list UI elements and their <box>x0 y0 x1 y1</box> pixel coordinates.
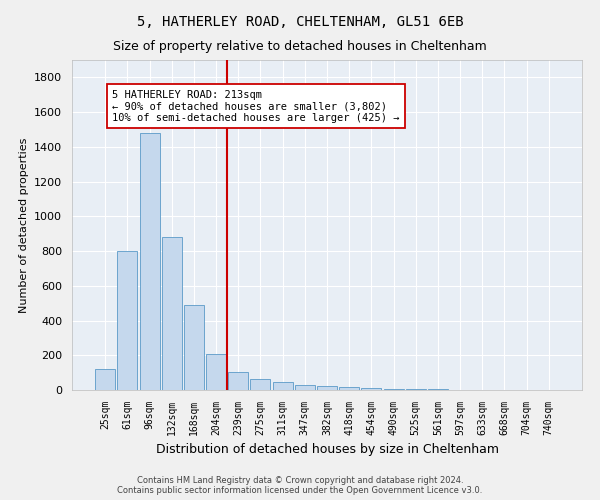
Bar <box>361 388 382 390</box>
Bar <box>118 251 137 390</box>
Bar <box>272 382 293 390</box>
Bar <box>339 386 359 390</box>
X-axis label: Distribution of detached houses by size in Cheltenham: Distribution of detached houses by size … <box>155 444 499 456</box>
Bar <box>295 385 315 390</box>
Bar <box>162 237 182 390</box>
Text: Contains HM Land Registry data © Crown copyright and database right 2024.
Contai: Contains HM Land Registry data © Crown c… <box>118 476 482 495</box>
Text: 5, HATHERLEY ROAD, CHELTENHAM, GL51 6EB: 5, HATHERLEY ROAD, CHELTENHAM, GL51 6EB <box>137 15 463 29</box>
Bar <box>95 369 115 390</box>
Bar <box>228 372 248 390</box>
Bar <box>184 305 204 390</box>
Text: Size of property relative to detached houses in Cheltenham: Size of property relative to detached ho… <box>113 40 487 53</box>
Bar <box>317 386 337 390</box>
Bar <box>140 133 160 390</box>
Y-axis label: Number of detached properties: Number of detached properties <box>19 138 29 312</box>
Bar <box>406 389 426 390</box>
Bar <box>383 388 404 390</box>
Bar <box>250 378 271 390</box>
Bar <box>206 354 226 390</box>
Text: 5 HATHERLEY ROAD: 213sqm
← 90% of detached houses are smaller (3,802)
10% of sem: 5 HATHERLEY ROAD: 213sqm ← 90% of detach… <box>112 90 400 122</box>
